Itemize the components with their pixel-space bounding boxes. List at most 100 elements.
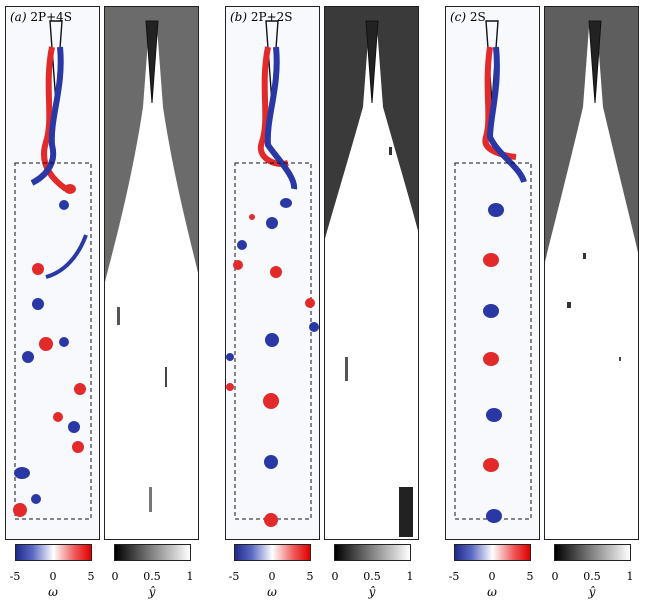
panel-letter-b: (b) — [230, 10, 248, 24]
vortex — [488, 203, 504, 217]
vortex — [237, 240, 247, 250]
vortex — [72, 441, 84, 453]
yhat-field-2p4s — [105, 7, 198, 512]
vortex — [483, 253, 499, 267]
yhat-panel-2p4s — [104, 6, 199, 540]
vortex — [486, 408, 502, 422]
panel-mode-c: 2S — [469, 10, 486, 24]
dark-background — [325, 7, 418, 239]
noise-patch — [389, 147, 392, 155]
panel-mode-a: 2P+4S — [30, 10, 72, 24]
panel-letter-a: (a) — [10, 10, 27, 24]
vortex — [265, 333, 279, 347]
vorticity-colorbar-a — [15, 544, 92, 561]
vortex — [13, 503, 27, 517]
vortex — [226, 353, 234, 361]
dark-background — [105, 7, 198, 282]
vortex — [264, 513, 278, 527]
vortex — [31, 494, 41, 504]
yhat-panel-2s — [544, 6, 639, 540]
colorbar-tick: 0 — [551, 570, 559, 583]
colorbar-tick: 1 — [186, 570, 194, 583]
vorticity-symbol: ω — [267, 585, 277, 599]
vorticity-field-2p2s — [226, 20, 319, 527]
vorticity-panel-2p4s: (a) 2P+4S — [5, 6, 100, 540]
wake-shear-layer-blue — [486, 46, 527, 184]
vortex — [483, 458, 499, 472]
noise-patch — [399, 487, 413, 537]
colorbar-tick: -5 — [9, 570, 21, 583]
vortex — [32, 263, 44, 275]
vortex — [22, 351, 34, 363]
panel-label-a: (a) 2P+4S — [10, 10, 72, 24]
yhat-colorbar-b — [334, 544, 411, 561]
noise-patch — [165, 367, 167, 387]
yhat-field-2s — [545, 7, 638, 361]
foil-outline — [588, 20, 602, 104]
vortex — [483, 304, 499, 318]
colorbar-tick: 5 — [526, 570, 534, 583]
wake-shear-layer-blue — [264, 46, 298, 190]
vortex — [270, 266, 282, 278]
colorbar-tick: 0 — [331, 570, 339, 583]
vortex — [483, 352, 499, 366]
yhat-colorbar-a — [114, 544, 191, 561]
vorticity-symbol: ω — [48, 585, 58, 599]
noise-patch — [117, 307, 120, 325]
vortex — [59, 200, 69, 210]
vortex — [263, 393, 279, 409]
vorticity-symbol: ω — [487, 585, 497, 599]
analysis-window — [14, 162, 92, 520]
colorbar-tick: 1 — [626, 570, 634, 583]
colorbar-tick: -5 — [228, 570, 240, 583]
vortex — [32, 298, 44, 310]
colorbar-tick: 1 — [406, 570, 414, 583]
vortex — [74, 383, 86, 395]
colorbar-tick: -5 — [448, 570, 460, 583]
yhat-symbol: ŷ — [148, 585, 156, 599]
dark-background — [545, 7, 638, 262]
vortex — [305, 298, 315, 308]
foil-outline — [365, 20, 379, 104]
noise-patch — [619, 357, 621, 361]
yhat-panel-2p2s — [324, 6, 419, 540]
colorbar-tick: 0.5 — [143, 570, 161, 583]
noise-patch — [345, 357, 348, 381]
colorbar-tick: 0 — [268, 570, 276, 583]
noise-patch — [149, 487, 152, 512]
vortex — [226, 383, 234, 391]
yhat-symbol: ŷ — [588, 585, 596, 599]
colorbar-tick: 5 — [87, 570, 95, 583]
colorbar-tick: 0 — [488, 570, 496, 583]
vortex — [64, 184, 76, 194]
vortex — [309, 322, 319, 332]
wake-shear-layer-blue — [30, 46, 64, 186]
yhat-field-2p2s — [325, 7, 418, 537]
vortex — [59, 337, 69, 347]
colorbar-tick: 0 — [49, 570, 57, 583]
vorticity-colorbar-b — [234, 544, 311, 561]
vortex — [53, 412, 63, 422]
vortex — [249, 214, 255, 220]
colorbar-tick: 0.5 — [583, 570, 601, 583]
panel-mode-b: 2P+2S — [250, 10, 293, 24]
foil-outline — [145, 20, 159, 104]
vorticity-colorbar-c — [454, 544, 531, 561]
panel-label-b: (b) 2P+2S — [230, 10, 293, 24]
vortex — [14, 467, 30, 479]
vortex — [39, 337, 53, 351]
vortex — [486, 509, 502, 523]
vorticity-field-2p4s — [13, 20, 92, 520]
vortex — [280, 198, 292, 208]
noise-patch — [567, 302, 571, 308]
vortex — [68, 421, 80, 433]
vorticity-field-2s — [454, 20, 532, 523]
colorbar-tick: 0 — [111, 570, 119, 583]
vortex — [264, 455, 278, 469]
vortex — [233, 260, 243, 270]
vorticity-panel-2s: (c) 2S — [445, 6, 540, 540]
colorbar-tick: 5 — [306, 570, 314, 583]
panel-label-c: (c) 2S — [450, 10, 486, 24]
panel-letter-c: (c) — [450, 10, 467, 24]
noise-patch — [583, 253, 586, 259]
